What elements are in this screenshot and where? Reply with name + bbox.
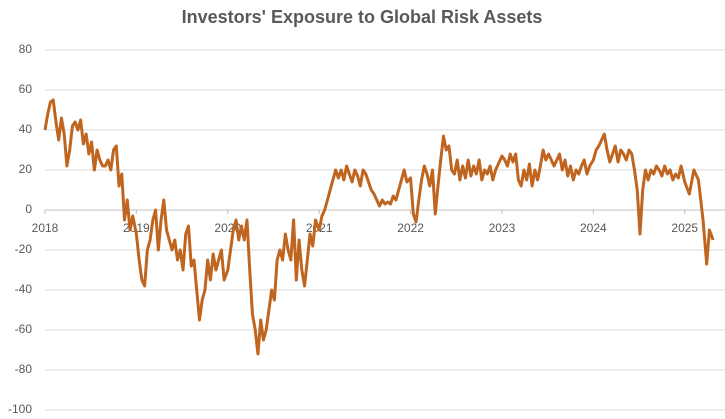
y-tick-label: 60 <box>19 82 33 96</box>
y-tick-label: -80 <box>15 362 33 376</box>
x-tick-label: 2024 <box>580 221 607 235</box>
x-tick-label: 2025 <box>671 221 698 235</box>
y-tick-label: -60 <box>15 322 33 336</box>
y-tick-label: -40 <box>15 282 33 296</box>
y-tick-label: -100 <box>8 402 32 416</box>
x-tick-label: 2018 <box>32 221 59 235</box>
x-tick-label: 2023 <box>489 221 516 235</box>
y-tick-label: 40 <box>19 122 33 136</box>
y-tick-label: 20 <box>19 162 33 176</box>
chart-title: Investors' Exposure to Global Risk Asset… <box>182 7 543 27</box>
y-tick-label: 0 <box>25 202 32 216</box>
y-tick-label: -20 <box>15 242 33 256</box>
x-tick-label: 2022 <box>397 221 424 235</box>
data-line <box>43 98 715 356</box>
y-tick-label: 80 <box>19 42 33 56</box>
